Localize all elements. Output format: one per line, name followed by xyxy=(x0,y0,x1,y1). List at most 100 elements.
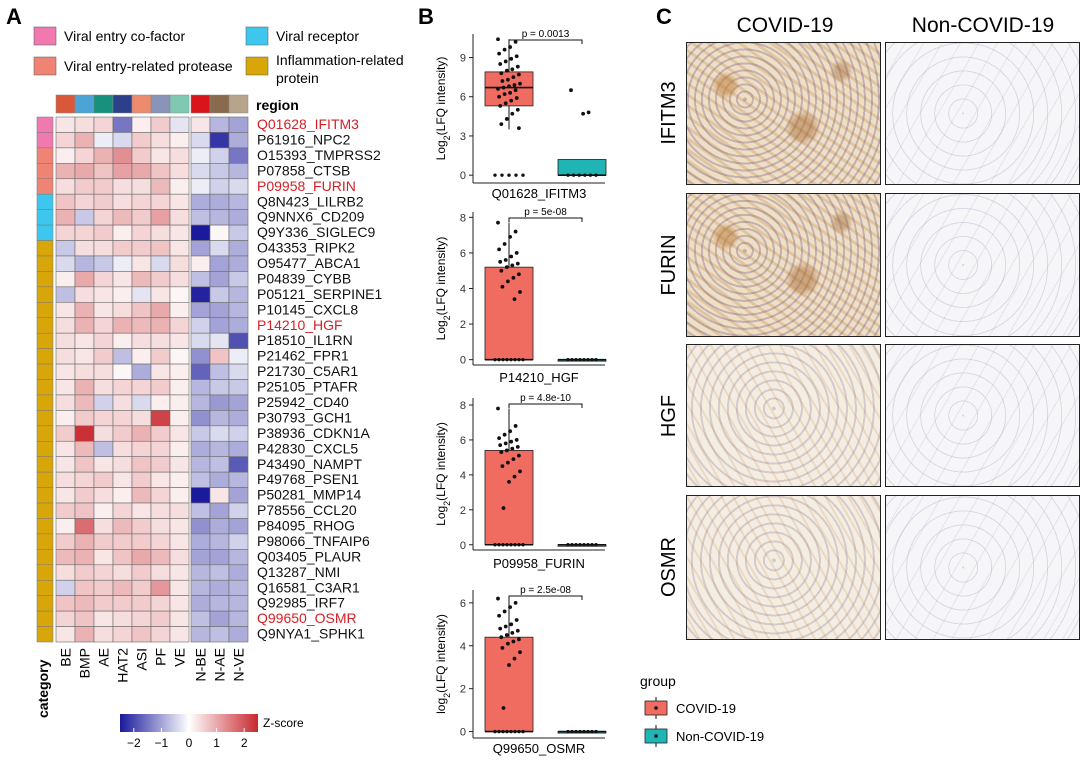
heatmap-cell xyxy=(74,363,95,380)
heatmap-cell xyxy=(112,224,133,241)
heatmap-cell xyxy=(74,332,95,349)
heatmap-cell xyxy=(112,379,133,396)
heatmap-cell xyxy=(190,502,211,519)
heatmap-cell xyxy=(169,224,190,241)
heatmap-cell xyxy=(112,116,133,133)
data-point xyxy=(499,635,504,640)
heatmap-cell xyxy=(169,425,190,442)
heatmap-cell xyxy=(55,579,76,596)
heatmap-cell xyxy=(169,579,190,596)
heatmap-cell xyxy=(55,440,76,458)
category-cell xyxy=(36,132,54,149)
heatmap-column-label: N-BE xyxy=(193,648,209,681)
legend-label: COVID-19 xyxy=(676,701,736,716)
region-swatch xyxy=(228,94,249,114)
data-point xyxy=(510,111,515,116)
data-point xyxy=(507,173,511,177)
heatmap-row-label: Q99650_OSMR xyxy=(257,610,357,626)
heatmap-cell xyxy=(228,425,249,442)
data-point xyxy=(512,83,517,87)
data-point xyxy=(517,729,521,734)
data-point xyxy=(503,441,508,446)
heatmap-cell xyxy=(93,471,114,488)
category-legend-key-3 xyxy=(245,56,269,76)
heatmap-cell xyxy=(112,332,133,349)
heatmap-cell xyxy=(150,271,171,288)
heatmap-cell xyxy=(93,440,114,458)
heatmap-cell xyxy=(131,178,152,195)
data-point xyxy=(499,450,504,455)
heatmap-cell xyxy=(190,579,211,596)
heatmap-cell xyxy=(209,425,230,442)
data-point xyxy=(493,357,497,362)
heatmap-cell xyxy=(169,363,190,380)
heatmap-cell xyxy=(131,286,152,303)
heatmap-cell xyxy=(190,549,211,566)
gene-label: Q01628_IFITM3 xyxy=(492,186,587,201)
category-cell xyxy=(36,317,54,334)
heatmap-cell xyxy=(131,502,152,519)
heatmap-cell xyxy=(228,533,249,550)
heatmap-cell xyxy=(112,363,133,380)
heatmap-row-labels: Q01628_IFITM3P61916_NPC2O15393_TMPRSS2P0… xyxy=(257,116,383,642)
heatmap-row-label: O43353_RIPK2 xyxy=(257,240,355,256)
y-axis-label: Log2(LFQ intensity) xyxy=(434,57,452,161)
heatmap-cell xyxy=(169,271,190,288)
data-point xyxy=(570,357,574,362)
heatmap-cell xyxy=(228,271,249,288)
zscore-colorbar: Z-score −2 −1 0 1 2 xyxy=(120,714,304,750)
heatmap-cell xyxy=(169,116,190,133)
heatmap-cell xyxy=(150,502,171,519)
heatmap-row-label: P21462_FPR1 xyxy=(257,348,349,364)
data-point xyxy=(513,357,517,362)
legend-label: Non-COVID-19 xyxy=(676,729,764,744)
heatmap-cell xyxy=(209,487,230,504)
data-point xyxy=(501,85,506,90)
region-swatch xyxy=(169,94,190,114)
data-point xyxy=(501,706,506,710)
heatmap-cell xyxy=(228,440,249,458)
heatmap-cell xyxy=(169,379,190,396)
heatmap-cell xyxy=(150,487,171,504)
heatmap-cell xyxy=(150,626,171,643)
heatmap-cell xyxy=(209,471,230,488)
ihc-header-noncovid: Non-COVID-19 xyxy=(912,14,1054,37)
heatmap-cell xyxy=(131,132,152,149)
heatmap-cell xyxy=(209,209,230,226)
data-point xyxy=(497,247,501,252)
category-cell xyxy=(36,410,54,427)
heatmap-cell xyxy=(112,301,133,319)
ihc-image-ifitm3-noncovid xyxy=(885,42,1080,185)
heatmap-cell xyxy=(190,610,211,627)
data-point xyxy=(521,173,525,177)
heatmap-cell xyxy=(112,456,133,473)
heatmap-cell xyxy=(131,394,152,411)
heatmap-cell xyxy=(131,116,152,133)
heatmap-cell xyxy=(228,564,249,581)
heatmap-cell xyxy=(55,410,76,427)
heatmap-cell xyxy=(150,471,171,488)
data-point xyxy=(514,438,519,442)
heatmap-cell xyxy=(131,579,152,596)
heatmap-cell xyxy=(150,564,171,581)
data-point xyxy=(588,173,593,177)
heatmap-cell xyxy=(131,564,152,581)
colorbar-tick-label: −2 xyxy=(127,736,141,750)
data-point xyxy=(566,173,570,177)
box-iqr xyxy=(557,159,607,176)
heatmap-cell xyxy=(93,502,114,519)
data-point xyxy=(515,107,520,112)
heatmap-cell xyxy=(55,348,76,365)
heatmap-cell xyxy=(55,224,76,241)
heatmap-row-label: P38936_CDKN1A xyxy=(257,425,371,441)
heatmap-cell xyxy=(112,209,133,226)
gene-label: Q99650_OSMR xyxy=(493,741,586,756)
heatmap-cell xyxy=(74,394,95,411)
data-point xyxy=(497,729,501,734)
heatmap-cell xyxy=(55,286,76,303)
category-cell xyxy=(36,471,54,488)
category-cell xyxy=(36,579,54,596)
heatmap-cell xyxy=(228,549,249,566)
heatmap-cell xyxy=(150,193,171,210)
heatmap-cell xyxy=(190,163,211,180)
